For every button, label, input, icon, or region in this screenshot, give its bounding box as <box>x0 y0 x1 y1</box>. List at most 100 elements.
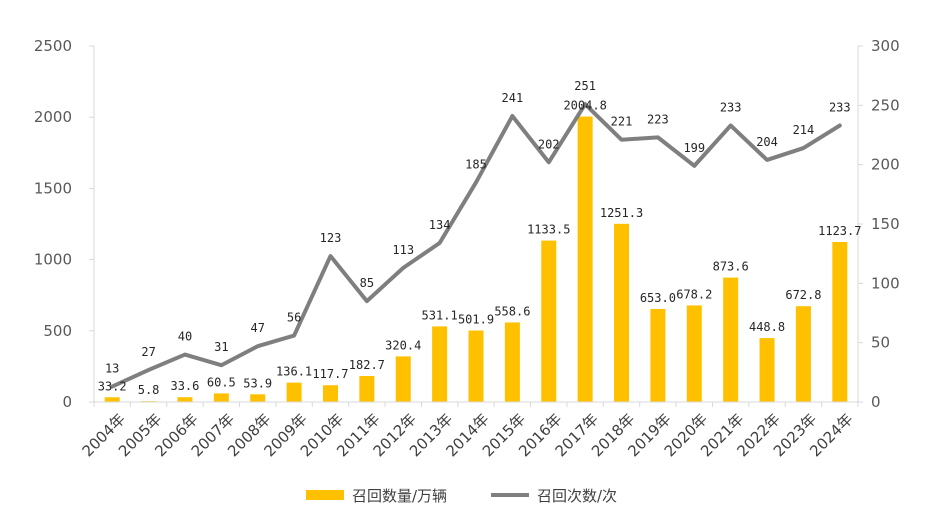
line-value-label: 223 <box>647 112 669 126</box>
line-value-label: 241 <box>502 91 524 105</box>
bar <box>468 330 484 402</box>
line-point <box>366 300 368 302</box>
bar-value-label: 653.0 <box>640 291 676 305</box>
bar-value-label: 53.9 <box>243 376 272 390</box>
legend-swatch-bars <box>306 490 344 500</box>
right-tick-label: 50 <box>871 334 890 352</box>
bar-value-label: 448.8 <box>749 320 785 334</box>
left-tick-label: 2500 <box>34 37 72 55</box>
left-tick-label: 0 <box>62 393 72 411</box>
bar <box>723 277 739 402</box>
line-point <box>220 364 222 366</box>
legend: 召回数量/万辆 召回次数/次 <box>306 487 617 505</box>
bar <box>686 305 702 402</box>
bar-value-label: 678.2 <box>676 287 712 301</box>
line-value-label: 251 <box>574 79 596 93</box>
line-point <box>730 125 732 127</box>
line-point <box>402 267 404 269</box>
bar <box>322 385 338 402</box>
line-value-label: 47 <box>250 321 264 335</box>
line-point <box>511 115 513 117</box>
bar-value-label: 2004.8 <box>563 99 606 113</box>
bar <box>395 356 411 402</box>
line-point <box>548 161 550 163</box>
bar-value-label: 531.1 <box>422 308 458 322</box>
bar <box>250 394 266 402</box>
line-point <box>439 242 441 244</box>
left-tick-label: 1500 <box>34 179 72 197</box>
line-value-label: 204 <box>756 135 778 149</box>
bar-value-label: 60.5 <box>207 375 236 389</box>
line-value-label: 123 <box>320 231 342 245</box>
bar-value-label: 320.4 <box>385 338 421 352</box>
bar-value-label: 558.6 <box>494 304 530 318</box>
line-point <box>329 255 331 257</box>
bar-value-label: 33.6 <box>170 379 199 393</box>
right-tick-label: 100 <box>871 274 900 292</box>
right-tick-label: 300 <box>871 37 900 55</box>
x-axis: 2004年2005年2006年2007年2008年2009年2010年2011年… <box>79 401 859 460</box>
left-tick-label: 2000 <box>34 108 72 126</box>
line-point <box>148 369 150 371</box>
line-point <box>621 139 623 141</box>
bar <box>177 397 193 402</box>
line-value-label: 113 <box>392 243 414 257</box>
line-point <box>839 125 841 127</box>
line-value-label: 31 <box>214 340 228 354</box>
bar-value-label: 1251.3 <box>600 206 643 220</box>
right-tick-label: 0 <box>871 393 881 411</box>
line-point <box>584 103 586 105</box>
left-y-axis: 0 500 1000 1500 2000 2500 <box>34 37 95 411</box>
bar-value-label: 136.1 <box>276 365 312 379</box>
right-tick-label: 200 <box>871 156 900 174</box>
line-point <box>766 159 768 161</box>
line-value-label: 56 <box>287 311 301 325</box>
line-value-label: 27 <box>141 345 155 359</box>
line-value-label: 221 <box>611 115 633 129</box>
left-tick-label: 1000 <box>34 251 72 269</box>
bar-value-label: 5.8 <box>138 383 160 397</box>
line-data-labels: 13 27 40 31 47 56 123 85 113 134 185 241 202 251 221 22… <box>105 79 851 375</box>
right-y-axis: 0 50 100 150 200 250 300 <box>857 37 900 411</box>
right-tick-label: 250 <box>871 96 900 114</box>
bar <box>650 309 666 402</box>
bar <box>504 322 520 402</box>
line-value-label: 134 <box>429 218 451 232</box>
bar-series <box>104 116 848 402</box>
bar <box>759 338 775 402</box>
legend-label-bars: 召回数量/万辆 <box>352 487 447 505</box>
right-tick-label: 150 <box>871 215 900 233</box>
bar <box>213 393 229 402</box>
bar-value-label: 33.2 <box>98 379 127 393</box>
bar-value-label: 501.9 <box>458 313 494 327</box>
line-value-label: 202 <box>538 137 560 151</box>
line-point <box>293 335 295 337</box>
line-series <box>110 102 842 389</box>
legend-label-line: 召回次数/次 <box>537 487 617 505</box>
line-value-label: 214 <box>793 123 815 137</box>
bar <box>432 326 448 402</box>
bar <box>541 240 557 402</box>
line-value-label: 199 <box>683 141 705 155</box>
line-point <box>184 354 186 356</box>
bar <box>286 382 302 402</box>
line-point <box>657 136 659 138</box>
bar <box>614 223 630 402</box>
line-point <box>802 147 804 149</box>
bar-value-label: 182.7 <box>349 358 385 372</box>
line-point <box>111 386 113 388</box>
bar-value-label: 1123.7 <box>818 224 861 238</box>
line-value-label: 185 <box>465 157 487 171</box>
bar <box>104 397 120 402</box>
bar-value-label: 873.6 <box>713 260 749 274</box>
bar <box>832 241 848 402</box>
line-value-label: 85 <box>360 276 374 290</box>
line-value-label: 40 <box>178 330 192 344</box>
line-point <box>475 181 477 183</box>
line-point <box>693 165 695 167</box>
bar-value-label: 672.8 <box>785 288 821 302</box>
bar <box>577 116 593 402</box>
bar <box>795 306 811 402</box>
